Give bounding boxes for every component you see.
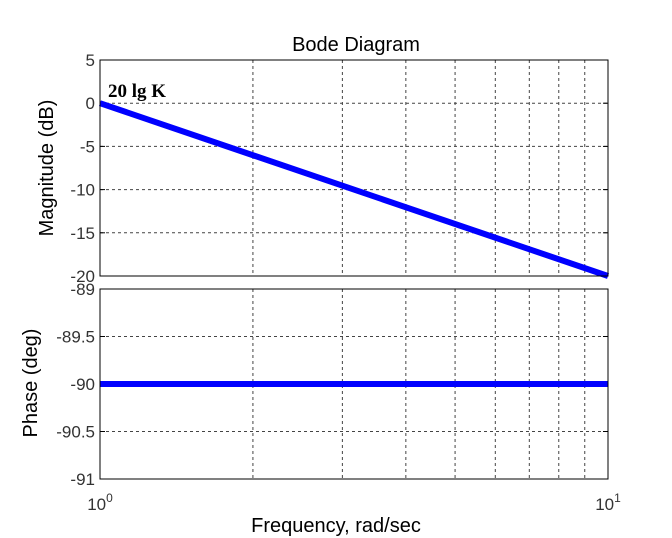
y-tick-label: 5 — [86, 51, 95, 70]
y-tick-label: -20 — [70, 267, 95, 286]
magnitude-y-ticks: 5 0 -5 -10 -15 -20 — [70, 51, 95, 286]
y-tick-label: -5 — [80, 137, 95, 156]
magnitude-line — [99, 100, 609, 279]
magnitude-series — [99, 100, 609, 279]
chart-title: Bode Diagram — [292, 34, 420, 56]
phase-y-axis-label: Phase (deg) — [20, 329, 42, 438]
x-tick-label: 100 — [87, 491, 113, 514]
y-tick-label: -10 — [70, 181, 95, 200]
magnitude-panel: 5 0 -5 -10 -15 -20 Magnitude (dB) 20 lg K — [36, 51, 609, 286]
y-tick-label: -89.5 — [56, 328, 95, 347]
phase-y-ticks: -89 -89.5 -90 -90.5 -91 — [56, 280, 95, 489]
magnitude-plot-frame — [99, 59, 609, 277]
y-tick-label: -91 — [70, 470, 95, 489]
gain-annotation: 20 lg K — [108, 81, 166, 102]
phase-panel: -89 -89.5 -90 -90.5 -91 Phase (deg) — [20, 280, 609, 489]
y-tick-label: -15 — [70, 224, 95, 243]
x-tick-label: 101 — [595, 491, 621, 514]
x-tick-labels: 100 101 — [87, 491, 621, 514]
x-axis-label: Frequency, rad/sec — [251, 515, 421, 537]
phase-plot-frame — [99, 288, 609, 480]
magnitude-y-axis-label: Magnitude (dB) — [36, 100, 58, 237]
y-tick-label: -90 — [70, 375, 95, 394]
y-tick-label: 0 — [86, 94, 95, 113]
y-tick-label: -90.5 — [56, 423, 95, 442]
magnitude-grid — [100, 59, 608, 277]
y-tick-label: -89 — [70, 280, 95, 299]
